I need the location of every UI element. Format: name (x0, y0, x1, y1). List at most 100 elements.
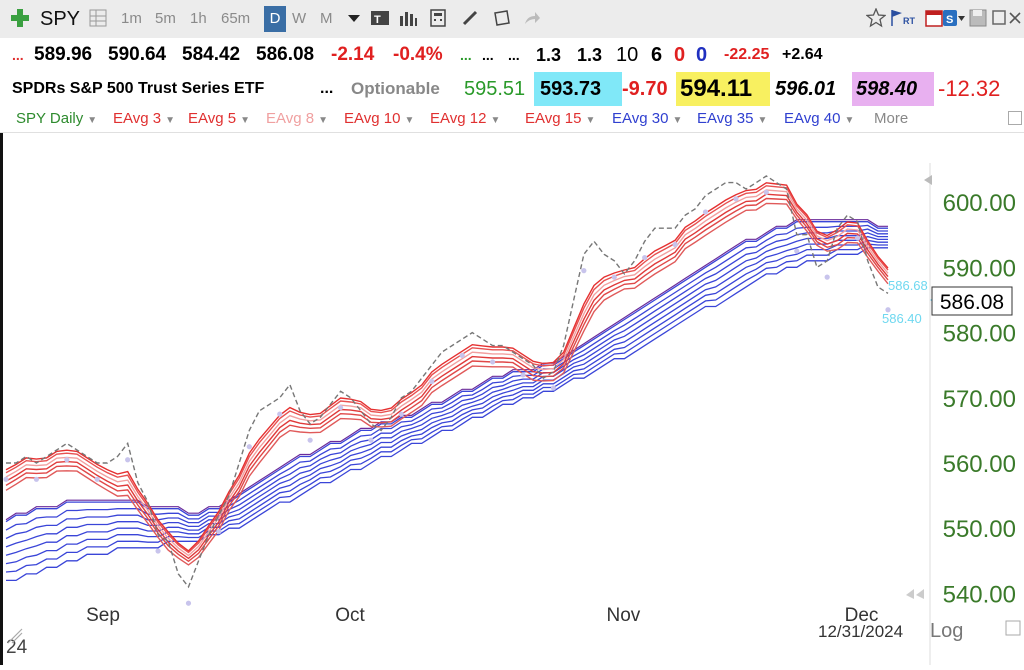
indicator-eavg-10[interactable]: EAvg 10 ▼ (344, 110, 414, 127)
log-toggle[interactable]: Log (930, 620, 963, 642)
settings-icon[interactable]: S (942, 8, 966, 28)
y-tick-label: 580.00 (943, 321, 1016, 348)
indicator-label: EAvg 5 (188, 110, 237, 127)
interval-w[interactable]: W (292, 10, 307, 27)
indicator-eavg-3[interactable]: EAvg 3 ▼ (113, 110, 175, 127)
scroll-down-arrow-icon-2[interactable] (916, 589, 924, 599)
y-tick-label: 570.00 (943, 386, 1016, 413)
indicator-label: EAvg 8 (266, 110, 315, 127)
y-tick-label: 590.00 (943, 255, 1016, 282)
indicator-eavg-15[interactable]: EAvg 15 ▼ (525, 110, 595, 127)
price-dot (94, 476, 100, 482)
save-icon[interactable] (968, 8, 988, 28)
price-dot (125, 457, 131, 463)
interval-1m[interactable]: 1m (121, 10, 142, 27)
price-dot (642, 254, 648, 261)
grid-icon[interactable] (88, 8, 108, 28)
interval-5m[interactable]: 5m (155, 10, 176, 27)
ema-long-line (6, 247, 888, 582)
indicator-eavg-35[interactable]: EAvg 35 ▼ (697, 110, 767, 127)
price-dot (307, 437, 313, 443)
price-dot (429, 378, 435, 385)
chevron-down-icon: ▼ (240, 115, 250, 126)
quote-row-1: ... 589.96 590.64 584.42 586.08 -2.14 -0… (0, 38, 1024, 72)
ema-long-line (5, 243, 888, 573)
x-tick-label: Dec (845, 605, 879, 626)
svg-text:S: S (946, 14, 953, 26)
price-chart[interactable]: 600.00 590.00 580.00 570.00 560.00 550.00 540.… (0, 133, 1024, 665)
symbol-label[interactable]: SPY (40, 8, 81, 30)
price-dot (733, 196, 739, 202)
price-dot (3, 476, 9, 482)
window-icon[interactable] (992, 8, 1006, 28)
indicator-eavg-8[interactable]: EAvg 8 ▼ (266, 110, 328, 127)
open-price: 589.96 (34, 44, 93, 65)
indicator-label: EAvg 3 (113, 110, 162, 127)
optionable-label: Optionable (351, 79, 440, 98)
indicator-eavg-5[interactable]: EAvg 5 ▼ (188, 110, 250, 127)
chevron-down-icon: ▼ (318, 115, 328, 126)
price-dot (672, 241, 678, 248)
add-symbol-icon[interactable] (10, 8, 30, 28)
price-field-7: -12.32 (938, 76, 1001, 101)
star-icon[interactable] (866, 8, 886, 28)
marker-label-2: 586.40 (882, 311, 922, 326)
price-field-1: 595.51 (464, 78, 526, 100)
name-dots: ... (320, 80, 334, 97)
y-tick-label: 600.00 (943, 190, 1016, 217)
note-icon[interactable] (492, 8, 512, 28)
price-dot (368, 437, 374, 443)
chevron-down-icon: ▼ (757, 115, 768, 126)
rt-flag-icon[interactable]: RT (890, 8, 920, 28)
price-dot (277, 411, 283, 417)
green-dots: ... (460, 47, 472, 63)
chevron-down-icon: ▼ (585, 115, 596, 126)
calendar-icon[interactable] (924, 8, 944, 28)
scroll-down-arrow-icon[interactable] (906, 589, 914, 599)
ema-long-line (5, 221, 888, 523)
interval-1h[interactable]: 1h (190, 10, 207, 27)
price-dot (185, 600, 192, 606)
chevron-down-icon: ▼ (672, 115, 683, 126)
text-tool-icon[interactable]: T (370, 8, 390, 28)
more-indicators-link[interactable]: More (874, 110, 909, 127)
indicator-label: EAvg 30 (612, 110, 669, 127)
security-name: SPDRs S&P 500 Trust Series ETF (12, 80, 265, 97)
calculator-icon[interactable] (428, 8, 448, 28)
chart-canvas[interactable]: 600.00 590.00 580.00 570.00 560.00 550.00 540.… (0, 133, 1024, 665)
chevron-down-icon: ▼ (87, 115, 98, 126)
interval-d[interactable]: D (264, 6, 286, 32)
y-tick-label: 560.00 (943, 451, 1016, 478)
chevron-down-icon: ▼ (404, 115, 415, 126)
share-arrow-icon[interactable] (522, 8, 542, 28)
chevron-down-icon: ▼ (490, 115, 501, 126)
ema-long-line (5, 239, 888, 565)
indicator-checkbox[interactable] (1008, 111, 1022, 125)
pencil-icon[interactable] (460, 8, 480, 28)
indicator-label: SPY Daily (16, 110, 84, 127)
ema-short-line (5, 182, 889, 552)
x-axis: Sep Oct Nov Dec (86, 605, 878, 626)
interval-m[interactable]: M (320, 10, 333, 27)
scroll-up-arrow-icon[interactable] (924, 175, 932, 185)
resize-grip-icon[interactable] (7, 628, 23, 644)
dropdown-arrow-icon[interactable] (344, 8, 364, 28)
stat-value-1: 1.3 (536, 45, 562, 65)
low-price: 584.42 (182, 44, 241, 65)
y-tick-label: 540.00 (943, 581, 1016, 608)
stat-value-3: 10 (616, 44, 639, 66)
indicator-eavg-30[interactable]: EAvg 30 ▼ (612, 110, 682, 127)
interval-65m[interactable]: 65m (221, 10, 251, 27)
indicator-label: EAvg 15 (525, 110, 582, 127)
price-dot (155, 548, 161, 554)
ema-short-line (5, 202, 889, 566)
chart-left-border (0, 133, 3, 665)
chart-corner-box[interactable] (1005, 620, 1021, 636)
close-icon[interactable] (1008, 8, 1022, 28)
indicator-eavg-12[interactable]: EAvg 12 ▼ (430, 110, 500, 127)
price-field-3: -9.70 (622, 78, 668, 100)
indicator-eavg-40[interactable]: EAvg 40 ▼ (784, 110, 854, 127)
bar-chart-icon[interactable] (398, 8, 418, 28)
date-label: 12/31/2024 (818, 622, 903, 641)
indicator-spy-daily[interactable]: SPY Daily ▼ (16, 110, 97, 127)
